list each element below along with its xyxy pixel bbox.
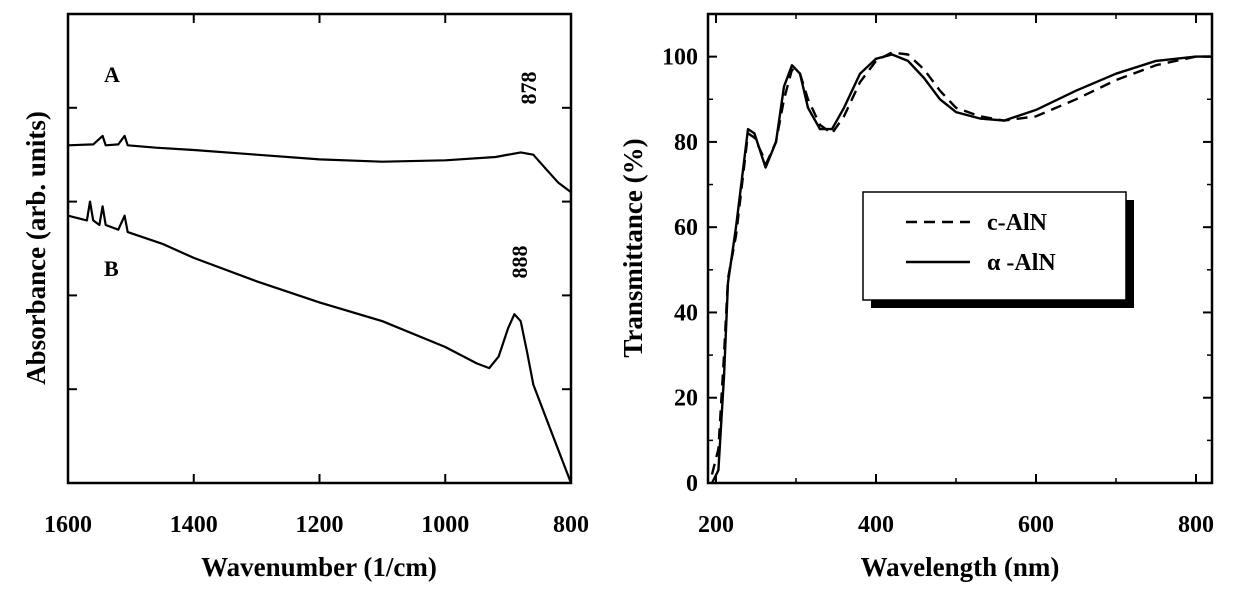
left-y-ticks: [68, 106, 571, 391]
right-x-ticks: 200 400 600 800: [698, 14, 1214, 538]
right-y-tick-label: 100: [662, 45, 698, 71]
right-plot-frame: [706, 12, 1214, 485]
right-chart: 200 400 600 800 0 20 40 60 80 100 Wavelength (nm…: [618, 12, 1214, 582]
peak-label-878: 878: [516, 72, 541, 105]
right-y-axis-label: Transmittance (%): [618, 138, 648, 357]
right-x-axis-label: Wavelength (nm): [861, 552, 1060, 582]
right-y-tick-label: 80: [674, 130, 698, 156]
right-x-tick-label: 200: [698, 512, 734, 538]
legend-label-alpha-aln: α -AlN: [987, 250, 1056, 276]
right-x-tick-label: 400: [858, 512, 894, 538]
left-chart: 1600 1400 1200 1000 800 Wavenumber (1/cm) Ab…: [21, 12, 589, 582]
curve-label-a: A: [104, 62, 120, 87]
right-curves: [710, 51, 1212, 484]
left-x-ticks: 1600 1400 1200 1000 800: [44, 14, 589, 538]
left-plot-frame: [66, 12, 573, 485]
legend-box: [862, 191, 1127, 301]
left-y-axis-label: Absorbance (arb. units): [21, 111, 51, 385]
right-y-tick-label: 0: [686, 471, 698, 497]
left-x-tick-label: 1200: [296, 512, 344, 538]
left-x-tick-label: 1600: [44, 512, 92, 538]
left-x-tick-label: 1400: [170, 512, 218, 538]
left-x-axis-label: Wavenumber (1/cm): [201, 552, 437, 582]
peak-label-888: 888: [507, 246, 532, 279]
left-curves: [67, 134, 573, 484]
legend: c-AlN α -AlN: [862, 191, 1134, 308]
right-y-tick-label: 60: [674, 215, 698, 241]
right-y-ticks: 0 20 40 60 80 100: [662, 45, 1212, 497]
series-alpha-aln-line: [710, 53, 1212, 484]
right-y-tick-label: 40: [674, 300, 698, 326]
left-x-tick-label: 800: [553, 512, 589, 538]
right-x-tick-label: 800: [1178, 512, 1214, 538]
right-y-tick-label: 20: [674, 386, 698, 412]
left-series-a-line: [67, 134, 572, 194]
legend-label-c-aln: c-AlN: [987, 210, 1048, 236]
right-x-tick-label: 600: [1018, 512, 1054, 538]
left-x-tick-label: 1000: [421, 512, 469, 538]
left-series-b-line: [67, 200, 573, 484]
curve-label-b: B: [104, 256, 119, 281]
